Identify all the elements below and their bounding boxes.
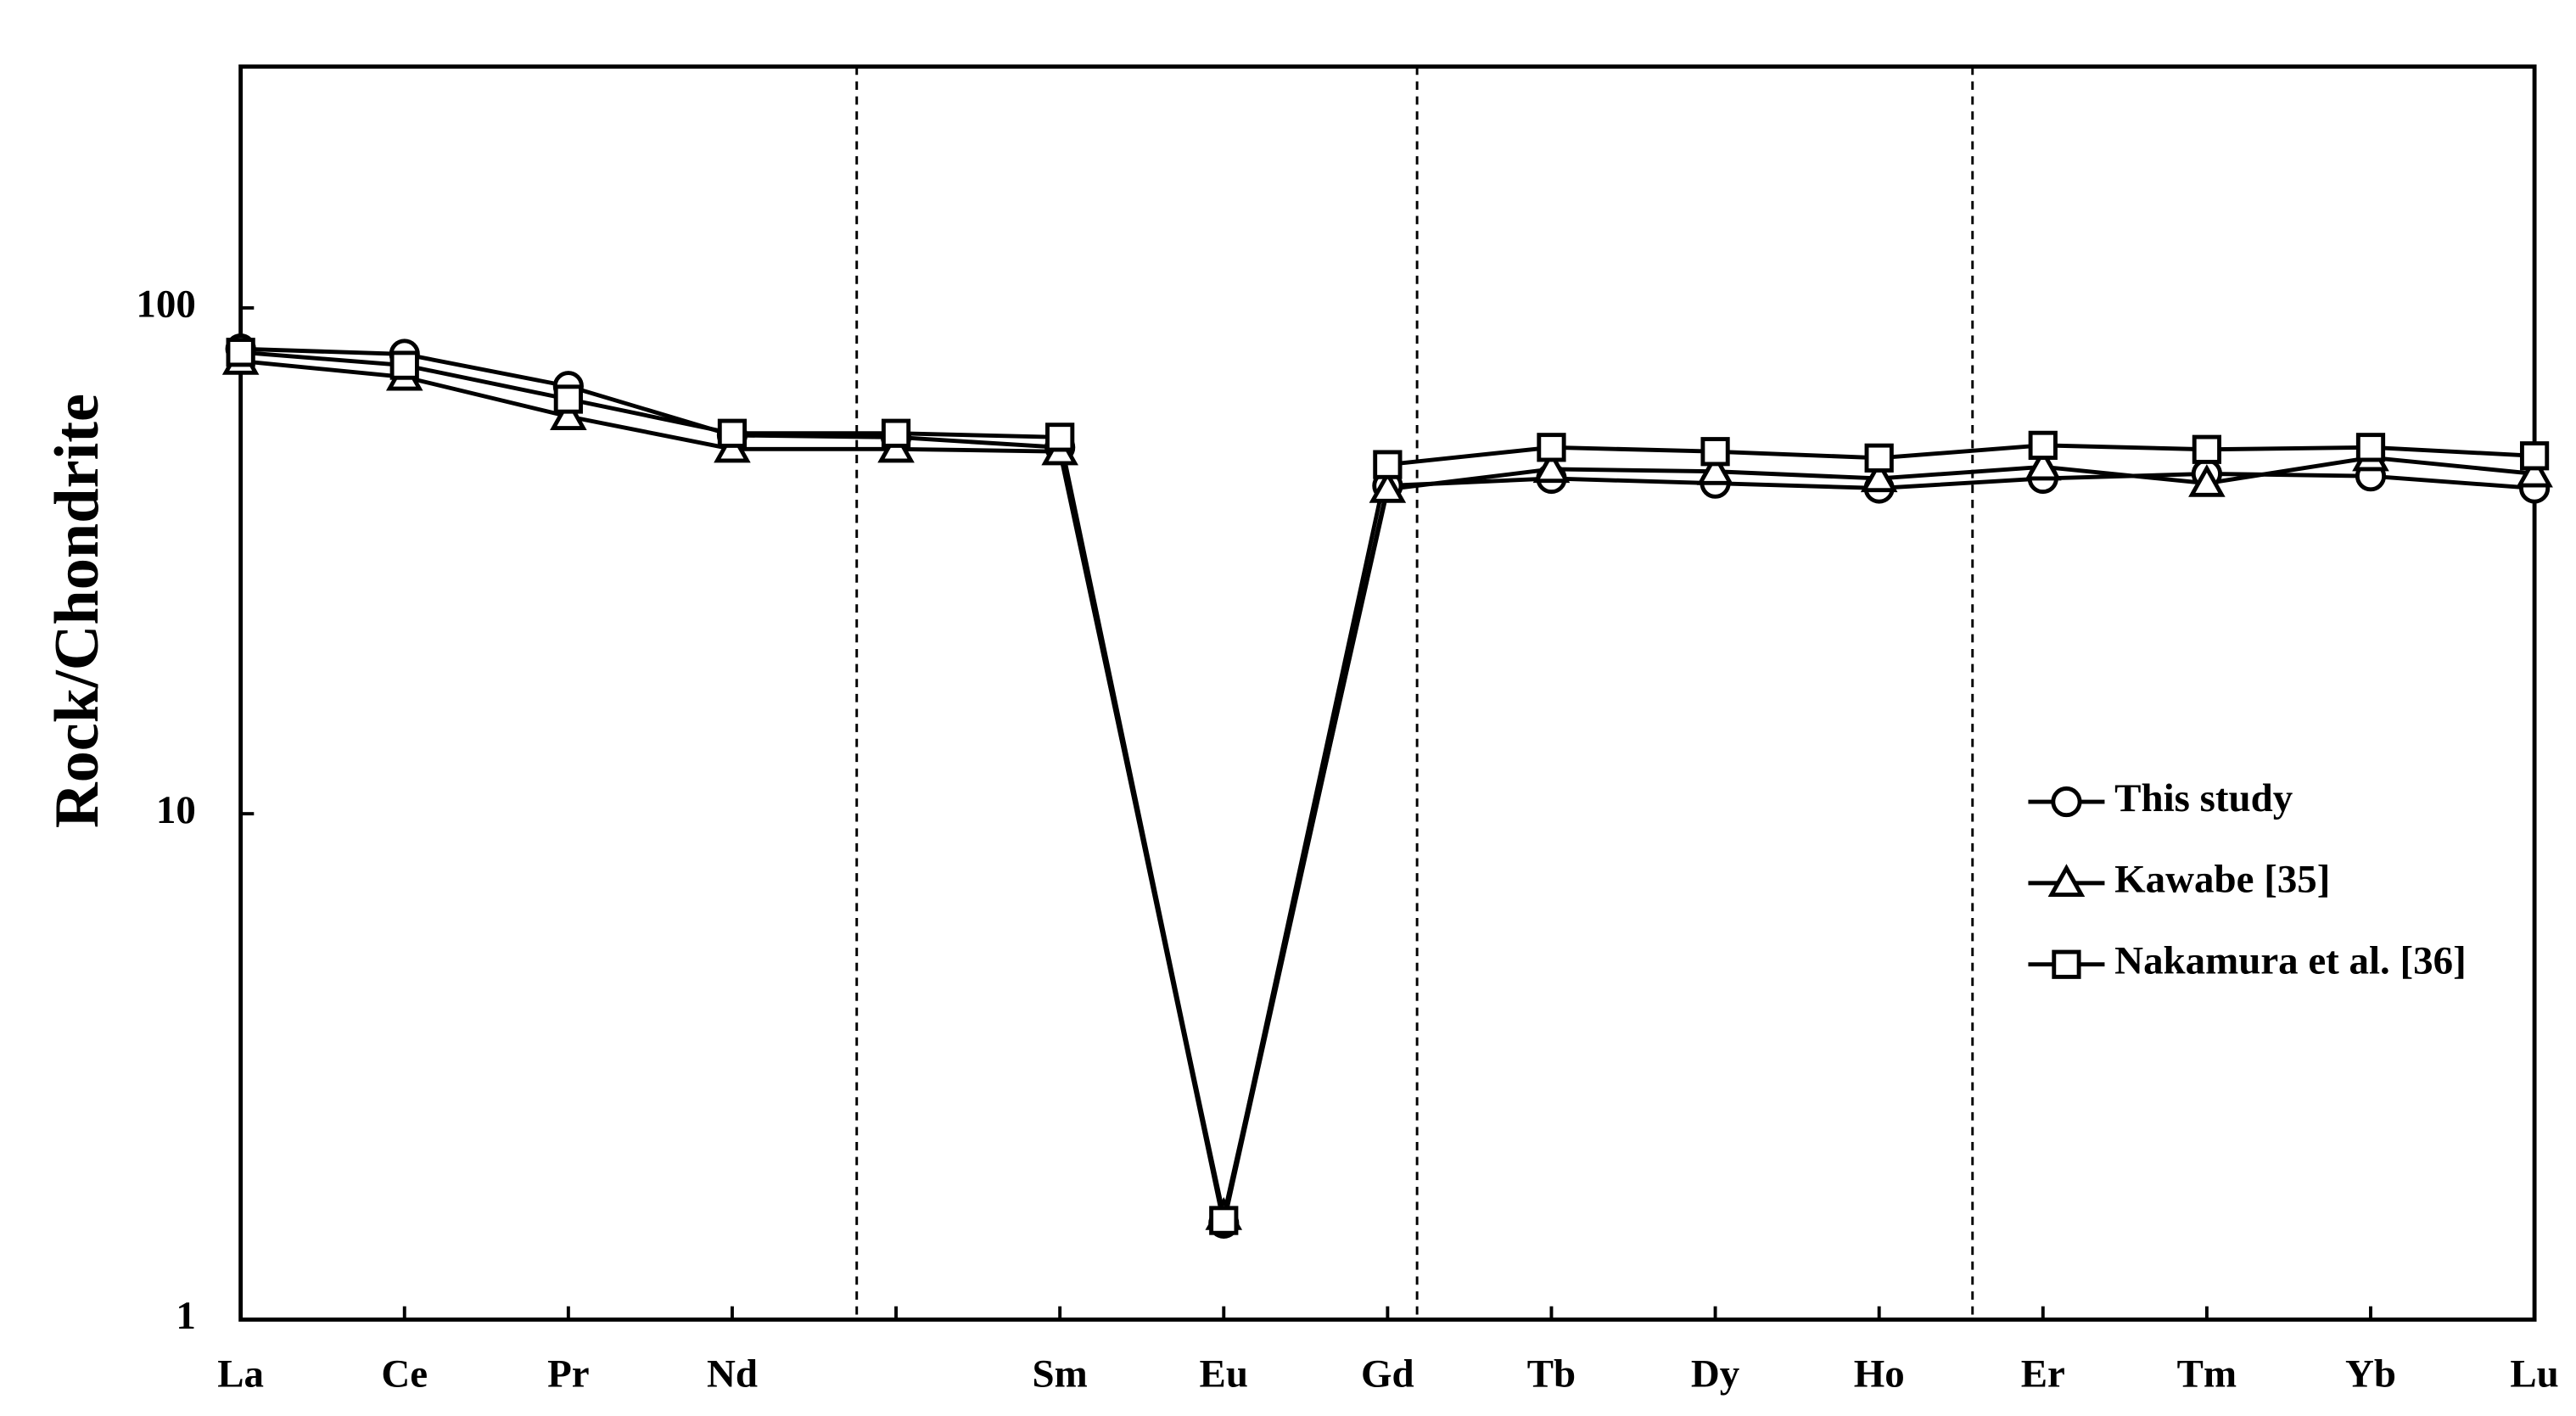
data-point: [1209, 1206, 1239, 1235]
data-point: [1369, 470, 1407, 503]
data-point: [1532, 450, 1571, 484]
data-point: [881, 418, 911, 448]
x-tick-label: Tb: [1527, 1352, 1576, 1396]
data-point: [1373, 450, 1403, 479]
data-point: [1860, 459, 1898, 493]
x-tick-label: La: [217, 1352, 264, 1396]
data-point: [1537, 433, 1566, 462]
legend-label: Kawabe [35]: [2114, 858, 2330, 902]
x-tick-label: Lu: [2510, 1352, 2558, 1396]
x-tick-label: Tm: [2177, 1352, 2237, 1396]
legend-marker: [2052, 949, 2081, 979]
x-tick-label: Ce: [381, 1352, 428, 1396]
x-tick-label: Sm: [1033, 1352, 1088, 1396]
data-point: [1700, 437, 1730, 467]
data-point: [1045, 423, 1075, 452]
x-tick-label: Pr: [547, 1352, 590, 1396]
x-tick-label: Yb: [2345, 1352, 2396, 1396]
y-tick-label: 100: [136, 283, 195, 327]
y-axis-label: Rock/Chondrite: [42, 394, 112, 828]
legend-label: This study: [2114, 776, 2293, 820]
legend-marker: [2047, 864, 2086, 898]
x-tick-label: Gd: [1361, 1352, 1414, 1396]
data-point: [2355, 433, 2386, 462]
data-point: [717, 418, 748, 448]
x-tick-label: Ho: [1854, 1352, 1905, 1396]
data-point: [553, 384, 583, 414]
data-point: [1864, 443, 1894, 473]
data-point: [2516, 454, 2553, 488]
legend-label: Nakamura et al. [36]: [2114, 938, 2467, 982]
x-tick-label: Er: [2021, 1352, 2065, 1396]
data-point: [2519, 441, 2550, 471]
x-tick-label: Nd: [707, 1352, 758, 1396]
y-tick-label: 1: [176, 1294, 195, 1338]
data-point: [226, 338, 255, 367]
x-tick-label: Dy: [1691, 1352, 1740, 1396]
data-point: [550, 397, 587, 431]
data-point: [1696, 452, 1734, 485]
plot-frame: [238, 64, 2537, 1322]
legend-marker: [2051, 786, 2082, 818]
data-point: [2024, 447, 2062, 481]
x-tick-label: Eu: [1200, 1352, 1248, 1396]
y-tick-label: 10: [156, 788, 196, 832]
data-point: [2192, 434, 2222, 464]
data-point: [2028, 430, 2058, 460]
data-point: [2188, 464, 2226, 497]
data-point: [389, 350, 419, 380]
